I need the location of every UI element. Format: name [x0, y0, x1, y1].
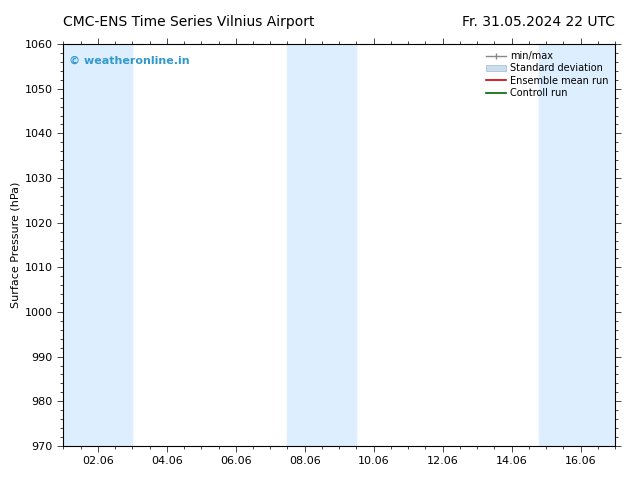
Y-axis label: Surface Pressure (hPa): Surface Pressure (hPa): [11, 182, 21, 308]
Text: © weatheronline.in: © weatheronline.in: [69, 56, 190, 66]
Bar: [287, 44, 356, 446]
Text: Fr. 31.05.2024 22 UTC: Fr. 31.05.2024 22 UTC: [462, 15, 615, 29]
Legend: min/max, Standard deviation, Ensemble mean run, Controll run: min/max, Standard deviation, Ensemble me…: [484, 49, 610, 100]
Bar: [63, 44, 133, 446]
Bar: [539, 44, 615, 446]
Text: CMC-ENS Time Series Vilnius Airport: CMC-ENS Time Series Vilnius Airport: [63, 15, 315, 29]
